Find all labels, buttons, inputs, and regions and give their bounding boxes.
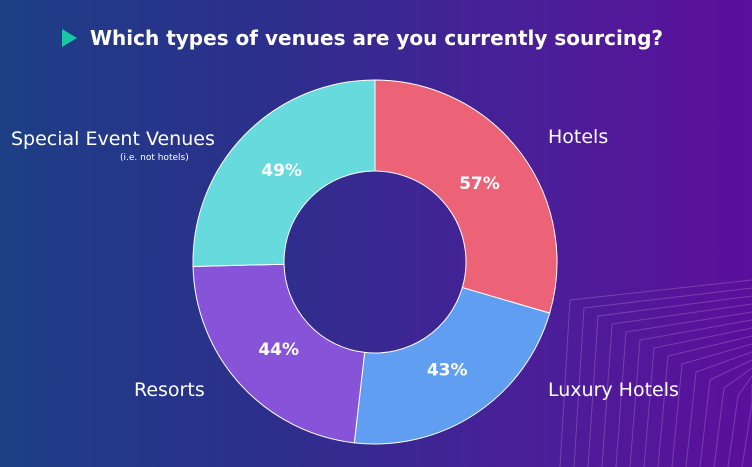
decorative-line — [615, 311, 752, 467]
decorative-line — [713, 367, 752, 467]
decorative-line — [643, 327, 752, 467]
decorative-line — [741, 384, 752, 467]
donut-slice-luxury-hotels — [353, 286, 551, 445]
category-label-hotels: Hotels — [548, 126, 609, 148]
decorative-line — [727, 375, 752, 467]
value-label-hotels: 57% — [459, 174, 500, 194]
chart-title: Which types of venues are you currently … — [90, 26, 663, 50]
play-triangle-icon — [62, 29, 77, 47]
category-label-special-event-venues: Special Event Venues — [11, 128, 215, 150]
value-label-resorts: 44% — [258, 340, 299, 360]
decorative-line — [699, 359, 752, 467]
decorative-line — [629, 319, 752, 467]
decorative-lines — [559, 279, 752, 467]
donut-slice-special-event-venues — [192, 79, 376, 267]
value-label-luxury-hotels: 43% — [427, 361, 468, 381]
decorative-line — [601, 303, 752, 467]
decorative-line — [685, 351, 752, 467]
decorative-line — [559, 279, 752, 467]
value-label-special-event-venues: 49% — [261, 161, 302, 181]
donut-slice-resorts — [192, 263, 366, 444]
title-row: Which types of venues are you currently … — [62, 26, 663, 50]
donut-slice-hotels — [374, 79, 558, 314]
decorative-line — [587, 295, 752, 467]
decorative-line — [657, 335, 752, 467]
category-sublabel-special-event-venues: (i.e. not hotels) — [120, 153, 189, 163]
decorative-line — [573, 287, 752, 467]
category-label-luxury-hotels: Luxury Hotels — [548, 379, 679, 401]
category-label-resorts: Resorts — [134, 379, 205, 401]
decorative-line — [671, 343, 752, 467]
